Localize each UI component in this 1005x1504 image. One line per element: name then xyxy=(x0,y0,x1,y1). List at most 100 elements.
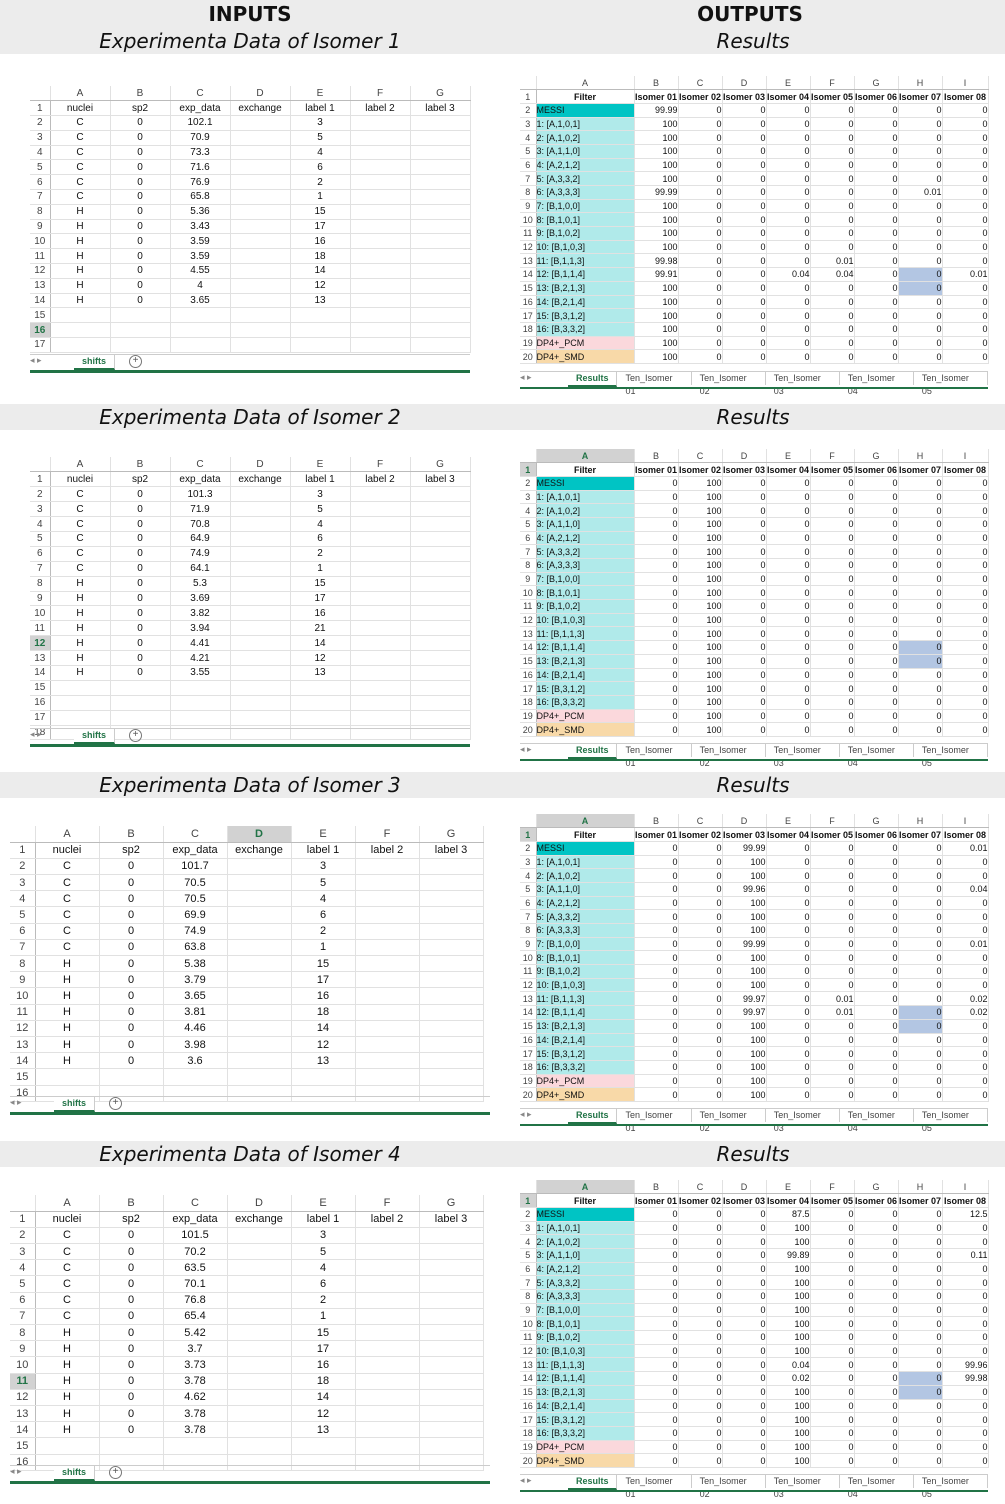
column-header-c[interactable]: C xyxy=(163,1195,228,1212)
value-cell[interactable]: 0 xyxy=(722,1275,767,1290)
filter-cell[interactable]: 9: [B,1,0,2] xyxy=(536,599,635,614)
filter-cell[interactable]: 10: [B,1,0,3] xyxy=(536,240,635,255)
data-cell[interactable] xyxy=(410,130,471,146)
value-cell[interactable]: 0 xyxy=(942,558,989,573)
data-cell[interactable]: 0 xyxy=(99,1020,164,1037)
value-cell[interactable]: 0 xyxy=(854,1330,899,1345)
data-cell[interactable] xyxy=(350,605,411,622)
data-cell[interactable]: C xyxy=(35,1243,100,1261)
data-cell[interactable]: 4.21 xyxy=(170,650,231,666)
data-cell[interactable]: 3 xyxy=(290,486,351,503)
data-cell[interactable]: 63.5 xyxy=(163,1259,228,1277)
value-cell[interactable]: 0 xyxy=(766,349,811,364)
value-cell[interactable]: 0 xyxy=(854,1074,899,1089)
value-cell[interactable]: 0 xyxy=(854,531,899,546)
data-cell[interactable] xyxy=(355,1292,420,1309)
value-cell[interactable]: 0 xyxy=(942,503,989,518)
empty-cell[interactable] xyxy=(290,307,351,324)
value-cell[interactable]: 0 xyxy=(678,909,723,924)
value-cell[interactable]: 0 xyxy=(810,868,855,883)
data-cell[interactable] xyxy=(355,874,420,892)
row-number[interactable]: 14 xyxy=(30,665,51,681)
value-cell[interactable]: 0 xyxy=(898,212,943,228)
value-cell[interactable]: 0 xyxy=(942,295,989,310)
value-cell[interactable]: 0 xyxy=(722,253,767,269)
column-header-h[interactable]: H xyxy=(898,449,943,464)
column-header-b[interactable]: B xyxy=(110,86,171,102)
data-cell[interactable] xyxy=(410,516,471,532)
data-cell[interactable]: C xyxy=(50,130,111,146)
value-cell[interactable]: 0 xyxy=(678,855,723,870)
data-cell[interactable]: 3.6 xyxy=(163,1052,228,1070)
data-cell[interactable]: 3.94 xyxy=(170,620,231,637)
column-header-h[interactable]: H xyxy=(898,1180,943,1195)
header-cell[interactable]: Isomer 01 xyxy=(634,462,679,477)
data-cell[interactable]: 2 xyxy=(291,923,356,940)
filter-cell[interactable]: 4: [A,2,1,2] xyxy=(536,1262,635,1277)
data-cell[interactable] xyxy=(230,546,291,562)
value-cell[interactable]: 100 xyxy=(678,599,723,614)
value-cell[interactable]: 0 xyxy=(722,158,767,173)
value-cell[interactable]: 0 xyxy=(810,199,855,214)
empty-cell[interactable] xyxy=(355,1085,420,1102)
value-cell[interactable]: 0 xyxy=(766,668,811,683)
value-cell[interactable]: 0 xyxy=(854,158,899,173)
value-cell[interactable]: 0 xyxy=(678,841,723,856)
empty-cell[interactable] xyxy=(35,1437,100,1455)
column-header-c[interactable]: C xyxy=(678,814,723,829)
value-cell[interactable]: 0 xyxy=(766,896,811,911)
data-cell[interactable]: 3 xyxy=(290,115,351,131)
header-cell[interactable]: label 1 xyxy=(290,471,351,488)
data-cell[interactable]: 0 xyxy=(110,650,171,666)
value-cell[interactable]: 0 xyxy=(810,668,855,683)
column-header-e[interactable]: E xyxy=(290,86,351,102)
row-number[interactable]: 5 xyxy=(520,517,537,532)
value-cell[interactable]: 0 xyxy=(854,1046,899,1061)
column-header-a[interactable]: A xyxy=(50,457,111,473)
row-number[interactable]: 18 xyxy=(520,1060,537,1075)
value-cell[interactable]: 0 xyxy=(766,1074,811,1089)
data-cell[interactable] xyxy=(355,1389,420,1406)
data-cell[interactable] xyxy=(230,189,291,205)
value-cell[interactable]: 0 xyxy=(898,1060,943,1075)
value-cell[interactable]: 0 xyxy=(722,130,767,145)
header-cell[interactable]: Isomer 07 xyxy=(898,827,943,842)
value-cell[interactable]: 0 xyxy=(766,654,811,669)
empty-cell[interactable] xyxy=(419,1068,484,1086)
data-cell[interactable]: H xyxy=(50,263,111,279)
value-cell[interactable]: 0 xyxy=(898,1234,943,1249)
column-header-b[interactable]: B xyxy=(99,1195,164,1212)
value-cell[interactable]: 0 xyxy=(678,1399,723,1414)
data-cell[interactable]: 0 xyxy=(99,1405,164,1423)
value-cell[interactable]: 0 xyxy=(854,1060,899,1075)
data-cell[interactable]: H xyxy=(35,1405,100,1423)
data-cell[interactable]: 4.62 xyxy=(163,1389,228,1406)
header-cell[interactable]: nuclei xyxy=(35,842,100,859)
value-cell[interactable]: 0 xyxy=(678,199,723,214)
header-cell[interactable]: Isomer 06 xyxy=(854,1193,899,1208)
value-cell[interactable]: 0.01 xyxy=(810,1005,855,1020)
data-cell[interactable]: 0 xyxy=(99,906,164,924)
value-cell[interactable]: 0 xyxy=(634,1019,679,1034)
tab-ten-isomer-05[interactable]: Ten_Isomer 05 xyxy=(914,372,989,396)
filter-cell[interactable]: 11: [B,1,1,3] xyxy=(536,991,635,1007)
value-cell[interactable]: 0 xyxy=(942,1426,989,1441)
value-cell[interactable]: 0 xyxy=(766,841,811,856)
data-cell[interactable]: 3.59 xyxy=(170,248,231,265)
header-cell[interactable]: Isomer 05 xyxy=(810,462,855,477)
value-cell[interactable]: 100 xyxy=(678,503,723,518)
value-cell[interactable]: 0 xyxy=(810,490,855,505)
column-header-a[interactable]: A xyxy=(35,1195,100,1212)
data-cell[interactable] xyxy=(355,923,420,940)
value-cell[interactable]: 0 xyxy=(810,640,855,655)
filter-cell[interactable]: 8: [B,1,0,1] xyxy=(536,212,635,228)
row-number[interactable]: 14 xyxy=(10,1421,36,1439)
filter-cell[interactable]: 10: [B,1,0,3] xyxy=(536,978,635,993)
value-cell[interactable]: 0 xyxy=(942,923,989,938)
data-cell[interactable] xyxy=(355,1340,420,1358)
row-number[interactable]: 9 xyxy=(520,572,537,587)
data-cell[interactable] xyxy=(419,987,484,1005)
value-cell[interactable]: 0 xyxy=(810,855,855,870)
data-cell[interactable] xyxy=(410,591,471,607)
row-number[interactable]: 1 xyxy=(30,100,51,117)
